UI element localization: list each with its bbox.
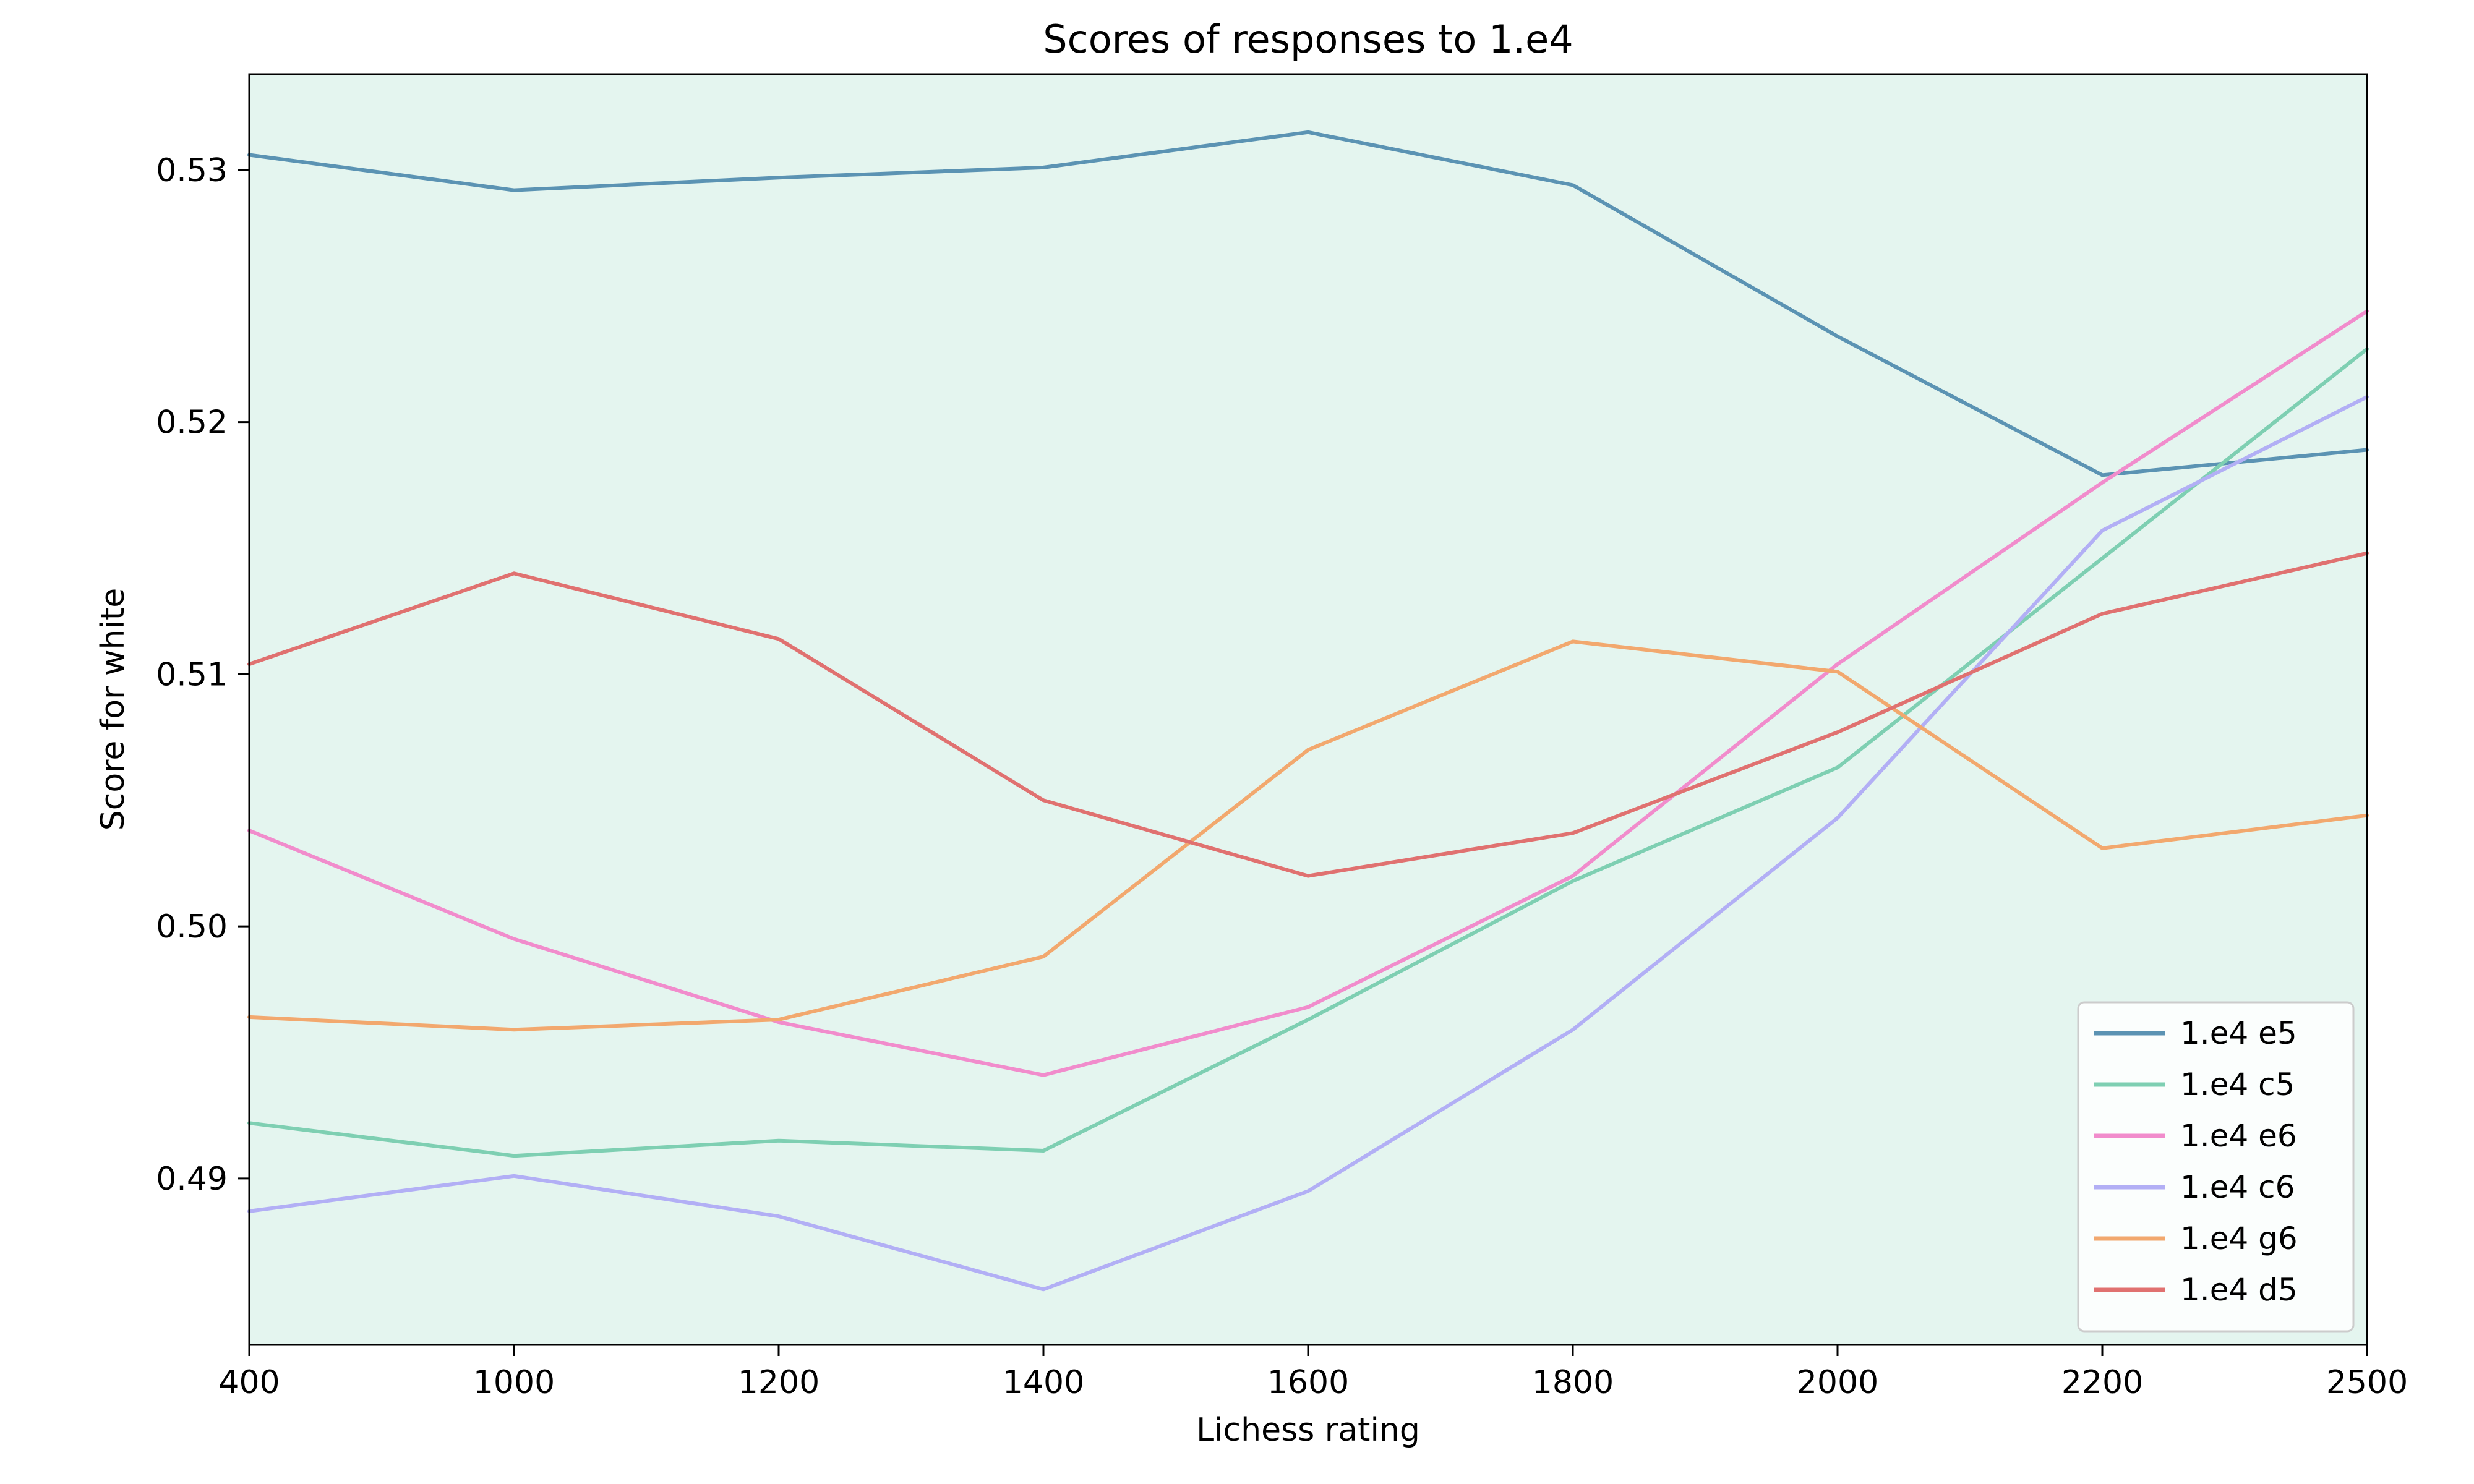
x-tick-label: 1000 (473, 1364, 555, 1401)
y-tick-label: 0.49 (156, 1161, 228, 1198)
x-axis-title: Lichess rating (1196, 1412, 1420, 1449)
series-line-6 (247, 551, 2369, 878)
plot-area (249, 74, 2367, 1345)
series-line-3 (247, 309, 2369, 1077)
legend-label: 1.e4 e5 (2180, 1015, 2297, 1051)
x-tick-label: 1800 (1532, 1364, 1614, 1401)
series-lines (247, 130, 2369, 1292)
x-tick-label: 2500 (2326, 1364, 2408, 1401)
x-axis: 400 1000 1200 1400 1600 1800 2000 2200 2500 (218, 1345, 2408, 1401)
legend-label: 1.e4 c5 (2180, 1067, 2295, 1102)
x-tick-label: 400 (218, 1364, 280, 1401)
y-axis: 0.49 0.50 0.51 0.52 0.53 (156, 152, 249, 1198)
x-tick-label: 2000 (1797, 1364, 1878, 1401)
x-tick-label: 1200 (738, 1364, 820, 1401)
y-tick-label: 0.52 (156, 404, 228, 441)
series-line-1 (247, 130, 2369, 477)
x-tick-label: 2200 (2061, 1364, 2143, 1401)
legend-label: 1.e4 e6 (2180, 1118, 2297, 1154)
legend-label: 1.e4 c6 (2180, 1169, 2295, 1205)
y-tick-label: 0.53 (156, 152, 228, 189)
x-tick-label: 1400 (1003, 1364, 1084, 1401)
x-tick-label: 1600 (1267, 1364, 1349, 1401)
y-tick-label: 0.50 (156, 908, 228, 945)
series-line-4 (247, 394, 2369, 1292)
y-axis-title: Score for white (95, 588, 132, 831)
chart-title: Scores of responses to 1.e4 (1043, 17, 1573, 62)
legend-label: 1.e4 d5 (2180, 1272, 2298, 1308)
legend-label: 1.e4 g6 (2180, 1221, 2298, 1256)
series-line-5 (247, 639, 2369, 1032)
y-tick-label: 0.51 (156, 656, 228, 693)
legend: 1.e4 e5 1.e4 c5 1.e4 e6 1.e4 c6 1.e4 g6 1.e4 … (2077, 1001, 2355, 1333)
